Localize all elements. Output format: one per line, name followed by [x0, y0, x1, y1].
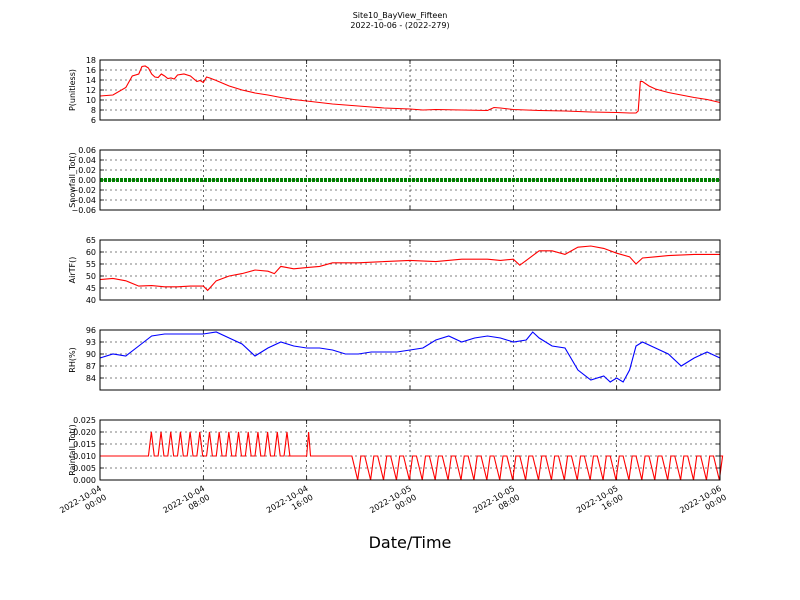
- axes-frame: [99, 59, 721, 121]
- y-tick-label: 0.000: [73, 476, 96, 485]
- x-tick-label: 2022-10-0600:00: [678, 484, 728, 524]
- y-tick-label: 0.025: [73, 416, 96, 425]
- x-tick-label: 2022-10-0508:00: [472, 484, 522, 524]
- axes-frame: [99, 329, 721, 391]
- y-tick-label: 0.005: [73, 464, 96, 473]
- x-tick-label: 2022-10-0516:00: [575, 484, 625, 524]
- y-axis-label: Rainfall_Tot(): [68, 424, 77, 476]
- y-tick-label: 55: [86, 260, 96, 269]
- y-tick-label: 65: [86, 236, 96, 245]
- y-tick-label: 6: [91, 116, 96, 125]
- chart-title: Site10_BayView_Fifteen: [352, 11, 448, 20]
- x-tick-label: 2022-10-0408:00: [162, 484, 212, 524]
- panel-4: 84 87 90 93 96 RH(%): [68, 326, 721, 391]
- y-tick-label: 0.06: [78, 146, 96, 155]
- y-tick-label: 0.00: [78, 176, 96, 185]
- y-tick-label: 0.02: [78, 166, 96, 175]
- y-tick-label: 96: [86, 326, 96, 335]
- x-axis-label: Date/Time: [368, 533, 452, 552]
- y-tick-label: 84: [86, 374, 96, 383]
- y-tick-label: 87: [86, 362, 96, 371]
- y-axis-label: P(unitless): [68, 69, 77, 111]
- y-axis-label: AirTF(): [68, 257, 77, 284]
- y-tick-label: 12: [86, 86, 96, 95]
- y-tick-label: 0.020: [73, 428, 96, 437]
- y-tick-label: 50: [86, 272, 96, 281]
- y-tick-label: 0.010: [73, 452, 96, 461]
- x-tick-label: 2022-10-0400:00: [58, 484, 108, 524]
- y-tick-label: 0.015: [73, 440, 96, 449]
- series-line: [99, 331, 721, 383]
- y-tick-label: 14: [86, 76, 96, 85]
- y-tick-label: 93: [86, 338, 96, 347]
- axes-frame: [99, 419, 721, 481]
- y-tick-label: 0.04: [78, 156, 96, 165]
- panel-5: 0.000 0.005 0.010 0.015 0.020 0.025Rainfall_T…: [68, 416, 724, 485]
- panel-3: 40 45 50 55 60 65 AirTF(): [68, 236, 721, 305]
- chart-subtitle: 2022-10-06 - (2022-279): [350, 21, 450, 30]
- y-tick-label: 16: [86, 66, 96, 75]
- x-tick-label: 2022-10-0500:00: [368, 484, 418, 524]
- y-tick-label: 90: [86, 350, 96, 359]
- axes-frame: [99, 239, 721, 301]
- series-line: [99, 65, 721, 114]
- y-tick-label: 8: [91, 106, 96, 115]
- y-axis-label: RH(%): [68, 347, 77, 372]
- y-tick-label: 18: [86, 56, 96, 65]
- y-tick-label: −0.06: [71, 206, 96, 215]
- x-tick-label: 2022-10-0416:00: [265, 484, 315, 524]
- y-tick-label: 10: [86, 96, 96, 105]
- y-tick-label: −0.04: [71, 196, 96, 205]
- panel-2: −0.06−0.04−0.020.000.020.040.06Snowfall_…: [68, 146, 721, 215]
- axes-frame: [99, 149, 721, 211]
- y-tick-label: 40: [86, 296, 96, 305]
- y-tick-label: −0.02: [71, 186, 96, 195]
- y-tick-label: 60: [86, 248, 96, 257]
- y-axis-label: Snowfall_Tot(): [68, 152, 77, 208]
- series-line: [99, 245, 720, 292]
- y-tick-label: 45: [86, 284, 96, 293]
